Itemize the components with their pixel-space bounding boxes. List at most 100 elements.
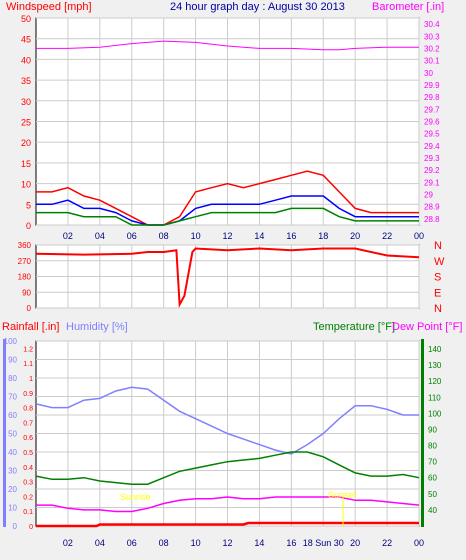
- temperature-tick-label: 60: [428, 474, 437, 483]
- chart-title: 24 hour graph day : August 30 2013: [170, 1, 345, 13]
- barometer-tick-label: 30.4: [424, 20, 440, 29]
- time-tick-label: 08: [159, 231, 169, 241]
- barometer-tick-label: 29.8: [424, 93, 440, 102]
- humidity-tick-label: 100: [4, 337, 18, 346]
- time-tick-label: 22: [382, 231, 392, 241]
- time-tick-label: 02: [63, 231, 73, 241]
- barometer-tick-label: 30.1: [424, 57, 440, 66]
- barometer-tick-label: 29.6: [424, 118, 440, 127]
- climate-series-line: [35, 451, 420, 485]
- wind-tick-label: 0: [26, 221, 31, 231]
- humidity-axis-bar: [3, 339, 6, 527]
- time-tick-label: 10: [191, 231, 201, 241]
- wind-tick-label: 30: [21, 97, 31, 107]
- temperature-tick-label: 100: [428, 409, 442, 418]
- climate-time-tick-label: 22: [382, 538, 392, 548]
- climate-series-line: [36, 496, 420, 513]
- humidity-tick-label: 30: [8, 467, 17, 476]
- compass-label: N: [434, 240, 442, 252]
- direction-series-line: [35, 247, 420, 309]
- direction-tick-label: 0: [27, 304, 32, 313]
- time-tick-label: 12: [222, 231, 232, 241]
- wind-tick-label: 45: [21, 35, 31, 45]
- wind-tick-label: 15: [21, 159, 31, 169]
- rain-tick-label: 1.1: [23, 361, 33, 368]
- wind-tick-label: 20: [21, 138, 31, 148]
- climate-time-tick-label: 10: [191, 538, 201, 548]
- humidity-axis-label: Humidity [%]: [66, 321, 128, 333]
- humidity-tick-label: 10: [8, 504, 17, 513]
- barometer-tick-label: 29.5: [424, 130, 440, 139]
- humidity-tick-label: 50: [8, 430, 17, 439]
- climate-time-tick-label: 20: [350, 538, 360, 548]
- rain-tick-label: 1.2: [23, 346, 33, 353]
- climate-time-tick-label: 12: [222, 538, 232, 548]
- climate-series-line: [35, 386, 419, 455]
- barometer-tick-label: 29.7: [424, 105, 440, 114]
- temperature-tick-label: 120: [428, 377, 442, 386]
- wind-series-line: [36, 207, 419, 226]
- rainfall-axis-label: Rainfall [.in]: [2, 321, 59, 333]
- climate-time-tick-label: 00: [414, 538, 424, 548]
- compass-label: S: [434, 272, 441, 284]
- wind-axis-label: Windspeed [mph]: [6, 1, 92, 13]
- climate-time-tick-label: 18 Sun 30: [303, 538, 344, 548]
- rain-tick-label: 0.9: [23, 391, 33, 398]
- rain-tick-label: 0.7: [23, 420, 33, 427]
- wind-tick-label: 50: [21, 14, 31, 24]
- time-tick-label: 14: [254, 231, 264, 241]
- humidity-tick-label: 60: [8, 411, 17, 420]
- compass-label: W: [434, 256, 445, 268]
- direction-tick-label: 180: [18, 273, 32, 282]
- rain-tick-label: 0.4: [23, 465, 33, 472]
- humidity-tick-label: 70: [8, 393, 17, 402]
- temperature-tick-label: 70: [428, 458, 437, 467]
- temperature-axis-label: Temperature [°F]: [313, 321, 395, 333]
- temperature-tick-label: 50: [428, 490, 437, 499]
- wind-tick-label: 35: [21, 76, 31, 86]
- rain-tick-label: 1: [29, 376, 33, 383]
- barometer-tick-label: 28.9: [424, 203, 440, 212]
- barometer-tick-label: 30: [424, 69, 433, 78]
- barometer-tick-label: 30.2: [424, 44, 440, 53]
- temperature-tick-label: 80: [428, 442, 437, 451]
- climate-series-line: [36, 521, 419, 528]
- climate-time-tick-label: 04: [95, 538, 105, 548]
- rain-tick-label: 0.5: [23, 450, 33, 457]
- direction-tick-label: 360: [18, 241, 32, 250]
- temperature-tick-label: 130: [428, 361, 442, 370]
- wind-tick-label: 5: [26, 200, 31, 210]
- time-tick-label: 16: [286, 231, 296, 241]
- rain-tick-label: 0.6: [23, 435, 33, 442]
- humidity-tick-label: 80: [8, 374, 17, 383]
- wind-series-line: [36, 195, 419, 226]
- climate-time-tick-label: 06: [127, 538, 137, 548]
- rain-tick-label: 0.1: [23, 509, 33, 516]
- climate-time-tick-label: 08: [159, 538, 169, 548]
- wind-tick-label: 10: [21, 180, 31, 190]
- compass-label: N: [434, 303, 442, 315]
- humidity-tick-label: 20: [8, 485, 17, 494]
- temperature-tick-label: 110: [428, 393, 441, 402]
- humidity-tick-label: 40: [8, 448, 17, 457]
- barometer-tick-label: 29.2: [424, 166, 440, 175]
- humidity-tick-label: 0: [13, 522, 18, 531]
- time-tick-label: 20: [350, 231, 360, 241]
- temperature-tick-label: 90: [428, 425, 437, 434]
- time-tick-label: 00: [414, 231, 424, 241]
- barometer-tick-label: 29.9: [424, 81, 440, 90]
- compass-label: E: [434, 287, 441, 299]
- time-tick-label: 18: [318, 231, 328, 241]
- dewpoint-axis-label: Dew Point [°F]: [392, 321, 462, 333]
- barometer-tick-label: 29.1: [424, 178, 440, 187]
- time-tick-label: 06: [127, 231, 137, 241]
- temperature-tick-label: 140: [428, 345, 442, 354]
- temperature-tick-label: 40: [428, 506, 437, 515]
- barometer-tick-label: 30.3: [424, 32, 440, 41]
- barometer-tick-label: 29: [424, 191, 433, 200]
- rain-tick-label: 0.2: [23, 494, 33, 501]
- barometer-tick-label: 29.3: [424, 154, 440, 163]
- rain-tick-label: 0.3: [23, 480, 33, 487]
- rain-tick-label: 0: [29, 524, 33, 531]
